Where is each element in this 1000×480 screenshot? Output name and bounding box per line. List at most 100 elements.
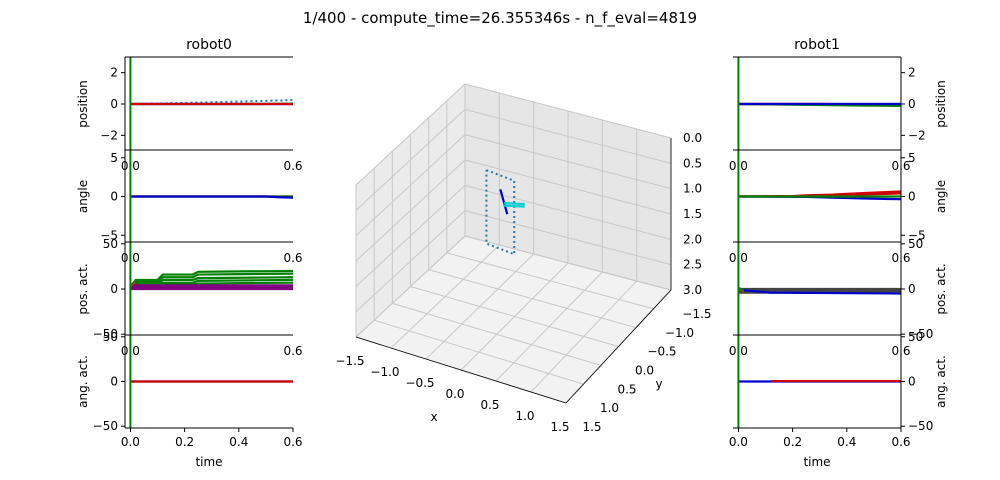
- robot0-series-group-3: [129, 269, 293, 291]
- robot0-ylabel: ang. act.: [76, 355, 90, 408]
- robot0-hidden-xtick: 0.6: [283, 159, 302, 173]
- robot1-ylabel: position: [934, 80, 948, 128]
- robot0-p2-series-3: [130, 195, 293, 199]
- robot0-xlabel: time: [195, 455, 222, 469]
- z3d-tick-label: 3.0: [683, 283, 702, 297]
- series3d-4: [503, 204, 525, 208]
- axes3d: −1.5 −1.0 −0.5 0.0 0.5 1.0 1.5 −1.5 −1.0 −0.5 0.0 0…: [335, 83, 712, 434]
- robot1-xtick-label: 0.6: [891, 435, 910, 449]
- x3d-tick-label: −0.5: [405, 376, 434, 390]
- x3d-tick-label: −1.5: [335, 354, 364, 368]
- robot0-p3-series-3: [129, 276, 293, 289]
- robot1-xtick-label: 0.0: [729, 435, 748, 449]
- robot0-ytick-label: −2: [100, 128, 118, 142]
- y3d-tick-label: 0.5: [617, 382, 636, 396]
- robot1-xtick-label: 0.4: [837, 435, 856, 449]
- y3d-tick-label: −1.0: [665, 326, 694, 340]
- robot0-ytick-label: 2: [110, 66, 118, 80]
- robot0-hidden-xtick: 0.6: [283, 251, 302, 265]
- robot0-title: robot0: [186, 37, 232, 53]
- robot1-ytick-label: 5: [908, 151, 916, 165]
- robot0-ytick-label: 0: [110, 190, 118, 204]
- plots-layer: robot0−202position0.00.6−505angle0.00.6−…: [76, 37, 948, 469]
- robot0-ytick-label: 0: [110, 375, 118, 389]
- x3d-axis-label: x: [430, 410, 437, 424]
- robot1-ytick-label: −2: [908, 128, 926, 142]
- z3d-tick-label: 0.0: [683, 131, 702, 145]
- x3d-tick-label: 1.0: [515, 409, 534, 423]
- robot0-ytick-label: 0: [110, 97, 118, 111]
- robot0-subplot-4: −50 0 50 ang. act.: [76, 330, 293, 433]
- x3d-tick-label: 1.5: [550, 420, 569, 434]
- robot0-ytick-label: 50: [103, 237, 118, 251]
- robot1-series-group-1: [738, 102, 901, 107]
- robot0-xtick-label: 0.0: [121, 435, 140, 449]
- robot1-ytick-label: 0: [908, 282, 916, 296]
- grid-wall-z: [355, 108, 466, 211]
- robot1-ytick-label: 0: [908, 97, 916, 111]
- robot1-series-group-2: [738, 190, 901, 201]
- robot0-ytick-label: 0: [110, 282, 118, 296]
- z3d-tick-label: 1.5: [683, 207, 702, 221]
- robot1-ytick-label: 2: [908, 66, 916, 80]
- x3d-tick-label: −1.0: [370, 365, 399, 379]
- robot1-ytick-label: 50: [908, 330, 923, 344]
- robot0-ytick-label: 5: [110, 151, 118, 165]
- robot1-subplot-4: −50 0 50 ang. act.: [733, 330, 948, 433]
- robot1-series-group-3: [737, 287, 901, 295]
- x3d-tick-label: 0.0: [445, 387, 464, 401]
- robot1-p3-series-4: [738, 288, 901, 295]
- grid-floor-y: [464, 235, 672, 291]
- z3d-tick-label: 1.0: [683, 182, 702, 196]
- robot1-ylabel: pos. act.: [934, 263, 948, 314]
- robot0-series-group-1: [130, 99, 293, 106]
- robot0-ytick-label: −50: [93, 419, 118, 433]
- robot1-xlabel: time: [803, 455, 830, 469]
- robot1-ytick-label: −5: [908, 228, 926, 242]
- robot0-xtick-label: 0.6: [283, 435, 302, 449]
- robot0-panel-column: robot0−202position0.00.6−505angle0.00.6−…: [76, 37, 303, 469]
- series3d-2: [499, 189, 509, 215]
- robot0-xtick-label: 0.4: [229, 435, 248, 449]
- robot1-ylabel: ang. act.: [934, 355, 948, 408]
- y3d-tick-label: −0.5: [647, 345, 676, 359]
- y3d-tick-label: 0.0: [635, 364, 654, 378]
- robot0-series-group-2: [130, 195, 293, 199]
- z3d-tick-label: 2.0: [683, 232, 702, 246]
- y3d-tick-label: −1.5: [682, 307, 711, 321]
- grid-wall-z: [464, 108, 672, 164]
- robot0-xtick-label: 0.2: [175, 435, 194, 449]
- robot1-ytick-label: −50: [908, 419, 933, 433]
- robot1-title: robot1: [794, 37, 840, 53]
- robot0-p1-series-1: [130, 99, 293, 105]
- robot0-p3-series-1: [129, 269, 293, 288]
- x-axis-line: [355, 336, 567, 404]
- grid-floor-y: [446, 252, 654, 310]
- y3d-tick-label: 1.5: [582, 420, 601, 434]
- z3d-tick-label: 2.5: [683, 258, 702, 272]
- robot1-ytick-label: −50: [908, 327, 933, 341]
- robot0-ytick-label: 50: [103, 330, 118, 344]
- robot1-ytick-label: 50: [908, 237, 923, 251]
- grid-wall-z: [464, 83, 672, 139]
- y3d-tick-label: 1.0: [600, 401, 619, 415]
- robot1-xtick-label: 0.2: [783, 435, 802, 449]
- robot0-ytick-label: −5: [100, 228, 118, 242]
- robot0-ylabel: position: [76, 80, 90, 128]
- grid-wall-z: [355, 83, 466, 186]
- robot0-ylabel: angle: [76, 180, 90, 213]
- figure-suptitle: 1/400 - compute_time=26.355346s - n_f_ev…: [303, 9, 697, 28]
- series3d-3: [503, 201, 525, 206]
- y-axis-line: [565, 289, 672, 404]
- z3d-tick-label: 0.5: [683, 156, 702, 170]
- robot0-ylabel: pos. act.: [76, 263, 90, 314]
- robot1-panel-column: robot1−202position0.00.6−505angle0.00.6−…: [729, 37, 948, 469]
- robot1-ylabel: angle: [934, 180, 948, 213]
- y3d-axis-label: y: [655, 377, 662, 391]
- robot0-ytick-label: −50: [93, 327, 118, 341]
- robot0-hidden-xtick: 0.6: [283, 344, 302, 358]
- x3d-tick-label: 0.5: [480, 398, 499, 412]
